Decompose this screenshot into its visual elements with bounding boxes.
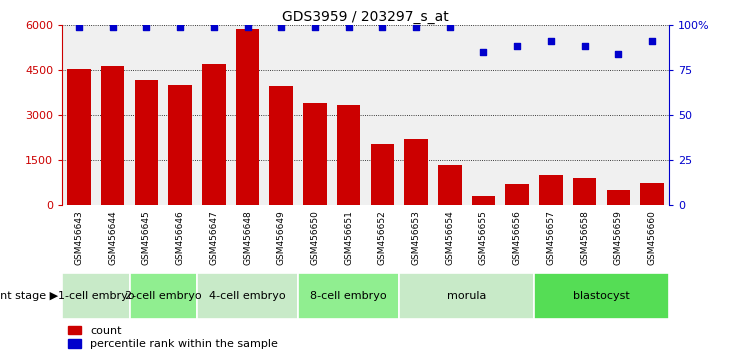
Text: development stage ▶: development stage ▶	[0, 291, 58, 301]
Bar	[640, 183, 664, 205]
Text: GSM456643: GSM456643	[75, 210, 83, 265]
Text: GSM456650: GSM456650	[311, 210, 319, 265]
Point	[444, 24, 455, 29]
Point	[579, 44, 591, 49]
Bar	[607, 190, 630, 205]
Bar	[404, 139, 428, 205]
Text: GSM456644: GSM456644	[108, 210, 117, 265]
FancyBboxPatch shape	[534, 273, 669, 319]
Point	[477, 49, 489, 55]
Bar	[471, 196, 496, 205]
Text: GSM456647: GSM456647	[209, 210, 219, 265]
Point	[174, 24, 186, 29]
Bar	[371, 144, 394, 205]
Text: blastocyst: blastocyst	[573, 291, 630, 301]
Bar	[101, 66, 124, 205]
Text: GSM456659: GSM456659	[614, 210, 623, 265]
FancyBboxPatch shape	[399, 273, 534, 319]
Text: GSM456648: GSM456648	[243, 210, 252, 265]
Point	[140, 24, 152, 29]
Text: GSM456652: GSM456652	[378, 210, 387, 265]
Point	[73, 24, 85, 29]
FancyBboxPatch shape	[298, 273, 399, 319]
Text: 8-cell embryo: 8-cell embryo	[311, 291, 387, 301]
Bar	[135, 80, 158, 205]
Point	[242, 24, 254, 29]
Bar	[539, 175, 563, 205]
Text: GSM456656: GSM456656	[512, 210, 522, 265]
FancyBboxPatch shape	[62, 273, 129, 319]
Point	[511, 44, 523, 49]
Title: GDS3959 / 203297_s_at: GDS3959 / 203297_s_at	[282, 10, 449, 24]
Point	[309, 24, 321, 29]
Point	[410, 24, 422, 29]
Point	[613, 51, 624, 57]
Point	[646, 38, 658, 44]
Text: 4-cell embryo: 4-cell embryo	[209, 291, 286, 301]
Bar	[505, 184, 529, 205]
Bar	[168, 85, 192, 205]
Text: GSM456658: GSM456658	[580, 210, 589, 265]
Bar	[303, 103, 327, 205]
Text: GSM456645: GSM456645	[142, 210, 151, 265]
Point	[343, 24, 355, 29]
Text: GSM456651: GSM456651	[344, 210, 353, 265]
Text: 1-cell embryo: 1-cell embryo	[58, 291, 134, 301]
Text: GSM456657: GSM456657	[546, 210, 556, 265]
Legend: count, percentile rank within the sample: count, percentile rank within the sample	[68, 326, 278, 349]
Text: morula: morula	[447, 291, 486, 301]
Bar	[337, 104, 360, 205]
Bar	[235, 29, 260, 205]
Bar	[67, 69, 91, 205]
Point	[107, 24, 118, 29]
Text: GSM456646: GSM456646	[175, 210, 185, 265]
Bar	[438, 165, 461, 205]
Point	[545, 38, 557, 44]
FancyBboxPatch shape	[129, 273, 197, 319]
Bar	[573, 178, 596, 205]
FancyBboxPatch shape	[197, 273, 298, 319]
Text: GSM456655: GSM456655	[479, 210, 488, 265]
Text: 2-cell embryo: 2-cell embryo	[125, 291, 202, 301]
Text: GSM456660: GSM456660	[648, 210, 656, 265]
Text: GSM456649: GSM456649	[277, 210, 286, 265]
Point	[208, 24, 219, 29]
Text: GSM456653: GSM456653	[412, 210, 420, 265]
Bar	[270, 86, 293, 205]
Bar	[202, 64, 226, 205]
Text: GSM456654: GSM456654	[445, 210, 454, 265]
Point	[376, 24, 388, 29]
Point	[276, 24, 287, 29]
